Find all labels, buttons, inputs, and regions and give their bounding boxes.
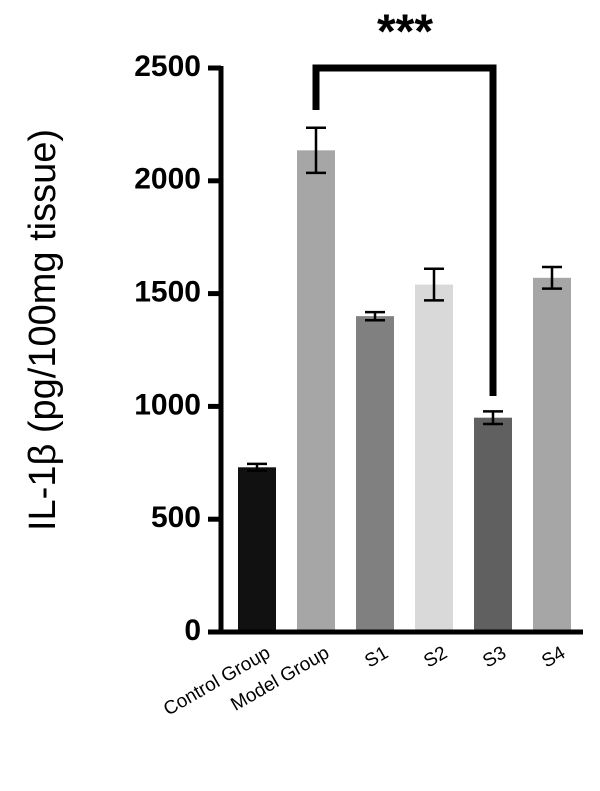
y-tick-label: 0 <box>184 614 201 647</box>
bar <box>297 150 335 632</box>
x-tick-label: S4 <box>538 642 569 672</box>
y-tick-label: 1500 <box>134 276 201 309</box>
y-tick-label: 2500 <box>134 50 201 83</box>
y-tick-label: 1000 <box>134 388 201 421</box>
y-tick-label: 500 <box>151 501 201 534</box>
significance-bracket <box>312 64 497 396</box>
y-tick-label: 2000 <box>134 163 201 196</box>
error-bar <box>542 265 562 290</box>
y-axis-label: IL-1β (pg/100mg tissue) <box>22 129 64 531</box>
x-tick-label: S3 <box>479 642 510 672</box>
error-bar <box>365 310 385 322</box>
bar <box>533 277 571 632</box>
bar <box>415 284 453 632</box>
x-tick-label: S2 <box>420 642 451 672</box>
error-bar <box>483 410 503 426</box>
bar <box>238 467 276 632</box>
bar <box>474 417 512 632</box>
significance-label: *** <box>377 6 433 59</box>
error-bar <box>306 126 326 175</box>
error-bar <box>247 462 267 472</box>
bar <box>356 316 394 632</box>
x-tick-label: S1 <box>361 642 392 672</box>
error-bar <box>424 267 444 302</box>
